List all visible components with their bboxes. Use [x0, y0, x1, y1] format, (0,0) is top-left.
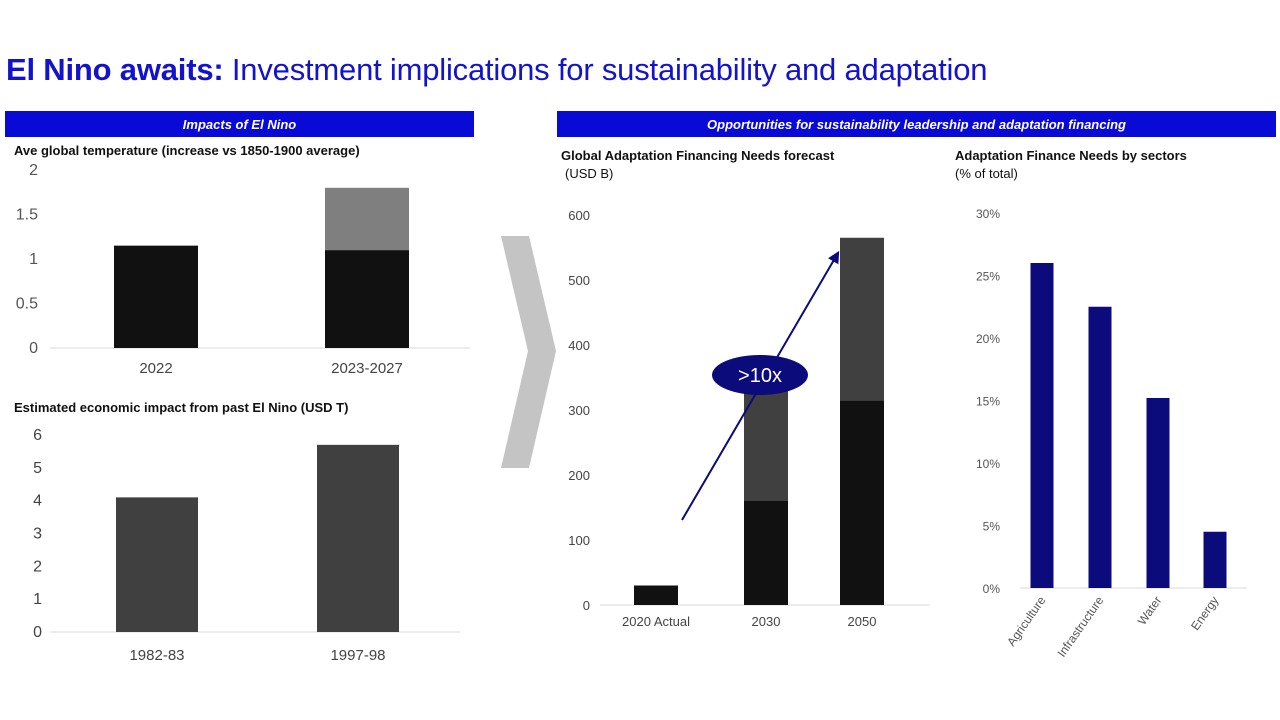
- chevron-right-icon: [501, 236, 556, 468]
- right-section-header-label: Opportunities for sustainability leaders…: [707, 116, 1126, 132]
- adaptation-chart-title: Global Adaptation Financing Needs foreca…: [561, 148, 835, 163]
- temperature-chart: 0 0.5 1 1.5 2 2022 2023-2027: [16, 162, 470, 377]
- adaptation-bar-1: [840, 400, 884, 605]
- page-title-bold: El Nino awaits:: [6, 52, 224, 87]
- adaptation-bar-2: [744, 384, 788, 501]
- temperature-y-tick-label: 1: [29, 251, 38, 268]
- adaptation-y-tick-label: 300: [568, 403, 590, 418]
- economic-y-tick-label: 5: [33, 460, 42, 477]
- sectors-x-tick-label: Agriculture: [1004, 593, 1049, 648]
- economic-bar: [116, 497, 198, 632]
- economic-bar: [317, 444, 399, 632]
- sectors-bar: [1203, 531, 1227, 588]
- temperature-y-tick-label: 2: [29, 162, 38, 179]
- economic-y-tick-label: 0: [33, 624, 42, 641]
- sectors-y-tick-label: 15%: [976, 395, 1000, 409]
- sectors-chart: 0% 5% 10% 15% 20% 25% 30% Agriculture Infrastruc…: [976, 207, 1247, 660]
- economic-y-tick-label: 2: [33, 558, 42, 575]
- temperature-chart-title: Ave global temperature (increase vs 1850…: [14, 143, 360, 158]
- economic-y-tick-label: 6: [33, 427, 42, 444]
- economic-chart: 0 1 2 3 4 5 6 1982-83 1997-98: [33, 427, 460, 664]
- adaptation-bar-1: [744, 501, 788, 605]
- temperature-y-tick-label: 1.5: [16, 207, 38, 224]
- sectors-chart-title: Adaptation Finance Needs by sectors: [955, 148, 1187, 163]
- page-title: El Nino awaits: Investment implications …: [6, 52, 988, 88]
- adaptation-y-tick-label: 100: [568, 533, 590, 548]
- right-section-header: Opportunities for sustainability leaders…: [557, 111, 1276, 137]
- adaptation-y-tick-label: 600: [568, 208, 590, 223]
- sectors-x-tick-label: Energy: [1188, 594, 1221, 633]
- adaptation-chart-subtitle: (USD B): [565, 166, 614, 181]
- adaptation-x-tick-label: 2020 Actual: [622, 614, 690, 629]
- temperature-y-tick-label: 0.5: [16, 296, 38, 313]
- adaptation-y-tick-label: 500: [568, 273, 590, 288]
- sectors-y-tick-label: 10%: [976, 457, 1000, 471]
- temperature-bar-1: [325, 250, 409, 348]
- sectors-bar: [1146, 398, 1170, 588]
- temperature-x-tick-label: 2022: [139, 360, 172, 377]
- sectors-x-tick-label: Infrastructure: [1054, 593, 1106, 659]
- adaptation-chart: 0 100 200 300 400 500 600 2020 Actual 2030 2050 >1…: [568, 208, 930, 629]
- sectors-x-tick-label: Water: [1135, 594, 1165, 628]
- economic-x-tick-label: 1982-83: [129, 647, 184, 664]
- adaptation-x-tick-label: 2030: [752, 614, 781, 629]
- page-title-rest: Investment implications for sustainabili…: [223, 52, 988, 87]
- economic-y-tick-label: 4: [33, 493, 42, 510]
- adaptation-bar-2: [840, 237, 884, 401]
- adaptation-y-tick-label: 400: [568, 338, 590, 353]
- temperature-y-tick-label: 0: [29, 340, 38, 357]
- sectors-y-tick-label: 30%: [976, 207, 1000, 221]
- sectors-bar: [1088, 306, 1112, 588]
- sectors-y-tick-label: 25%: [976, 270, 1000, 284]
- adaptation-bar-1: [634, 585, 678, 605]
- sectors-y-tick-label: 5%: [983, 520, 1001, 534]
- left-section-header: Impacts of El Nino: [5, 111, 474, 137]
- adaptation-x-tick-label: 2050: [848, 614, 877, 629]
- sectors-y-tick-label: 0%: [983, 582, 1001, 596]
- adaptation-y-tick-label: 0: [583, 598, 590, 613]
- sectors-y-tick-label: 20%: [976, 332, 1000, 346]
- temperature-bar-2: [325, 187, 409, 251]
- temperature-bar-1: [114, 245, 198, 348]
- economic-x-tick-label: 1997-98: [330, 647, 385, 664]
- left-section-header-label: Impacts of El Nino: [182, 116, 297, 132]
- economic-chart-title: Estimated economic impact from past El N…: [14, 400, 349, 415]
- economic-y-tick-label: 3: [33, 526, 42, 543]
- sectors-bar: [1030, 263, 1054, 588]
- growth-callout: [712, 355, 808, 395]
- economic-y-tick-label: 1: [33, 591, 42, 608]
- growth-callout-label: >10x: [738, 365, 782, 387]
- temperature-x-tick-label: 2023-2027: [331, 360, 403, 377]
- sectors-chart-subtitle: (% of total): [955, 166, 1018, 181]
- adaptation-y-tick-label: 200: [568, 468, 590, 483]
